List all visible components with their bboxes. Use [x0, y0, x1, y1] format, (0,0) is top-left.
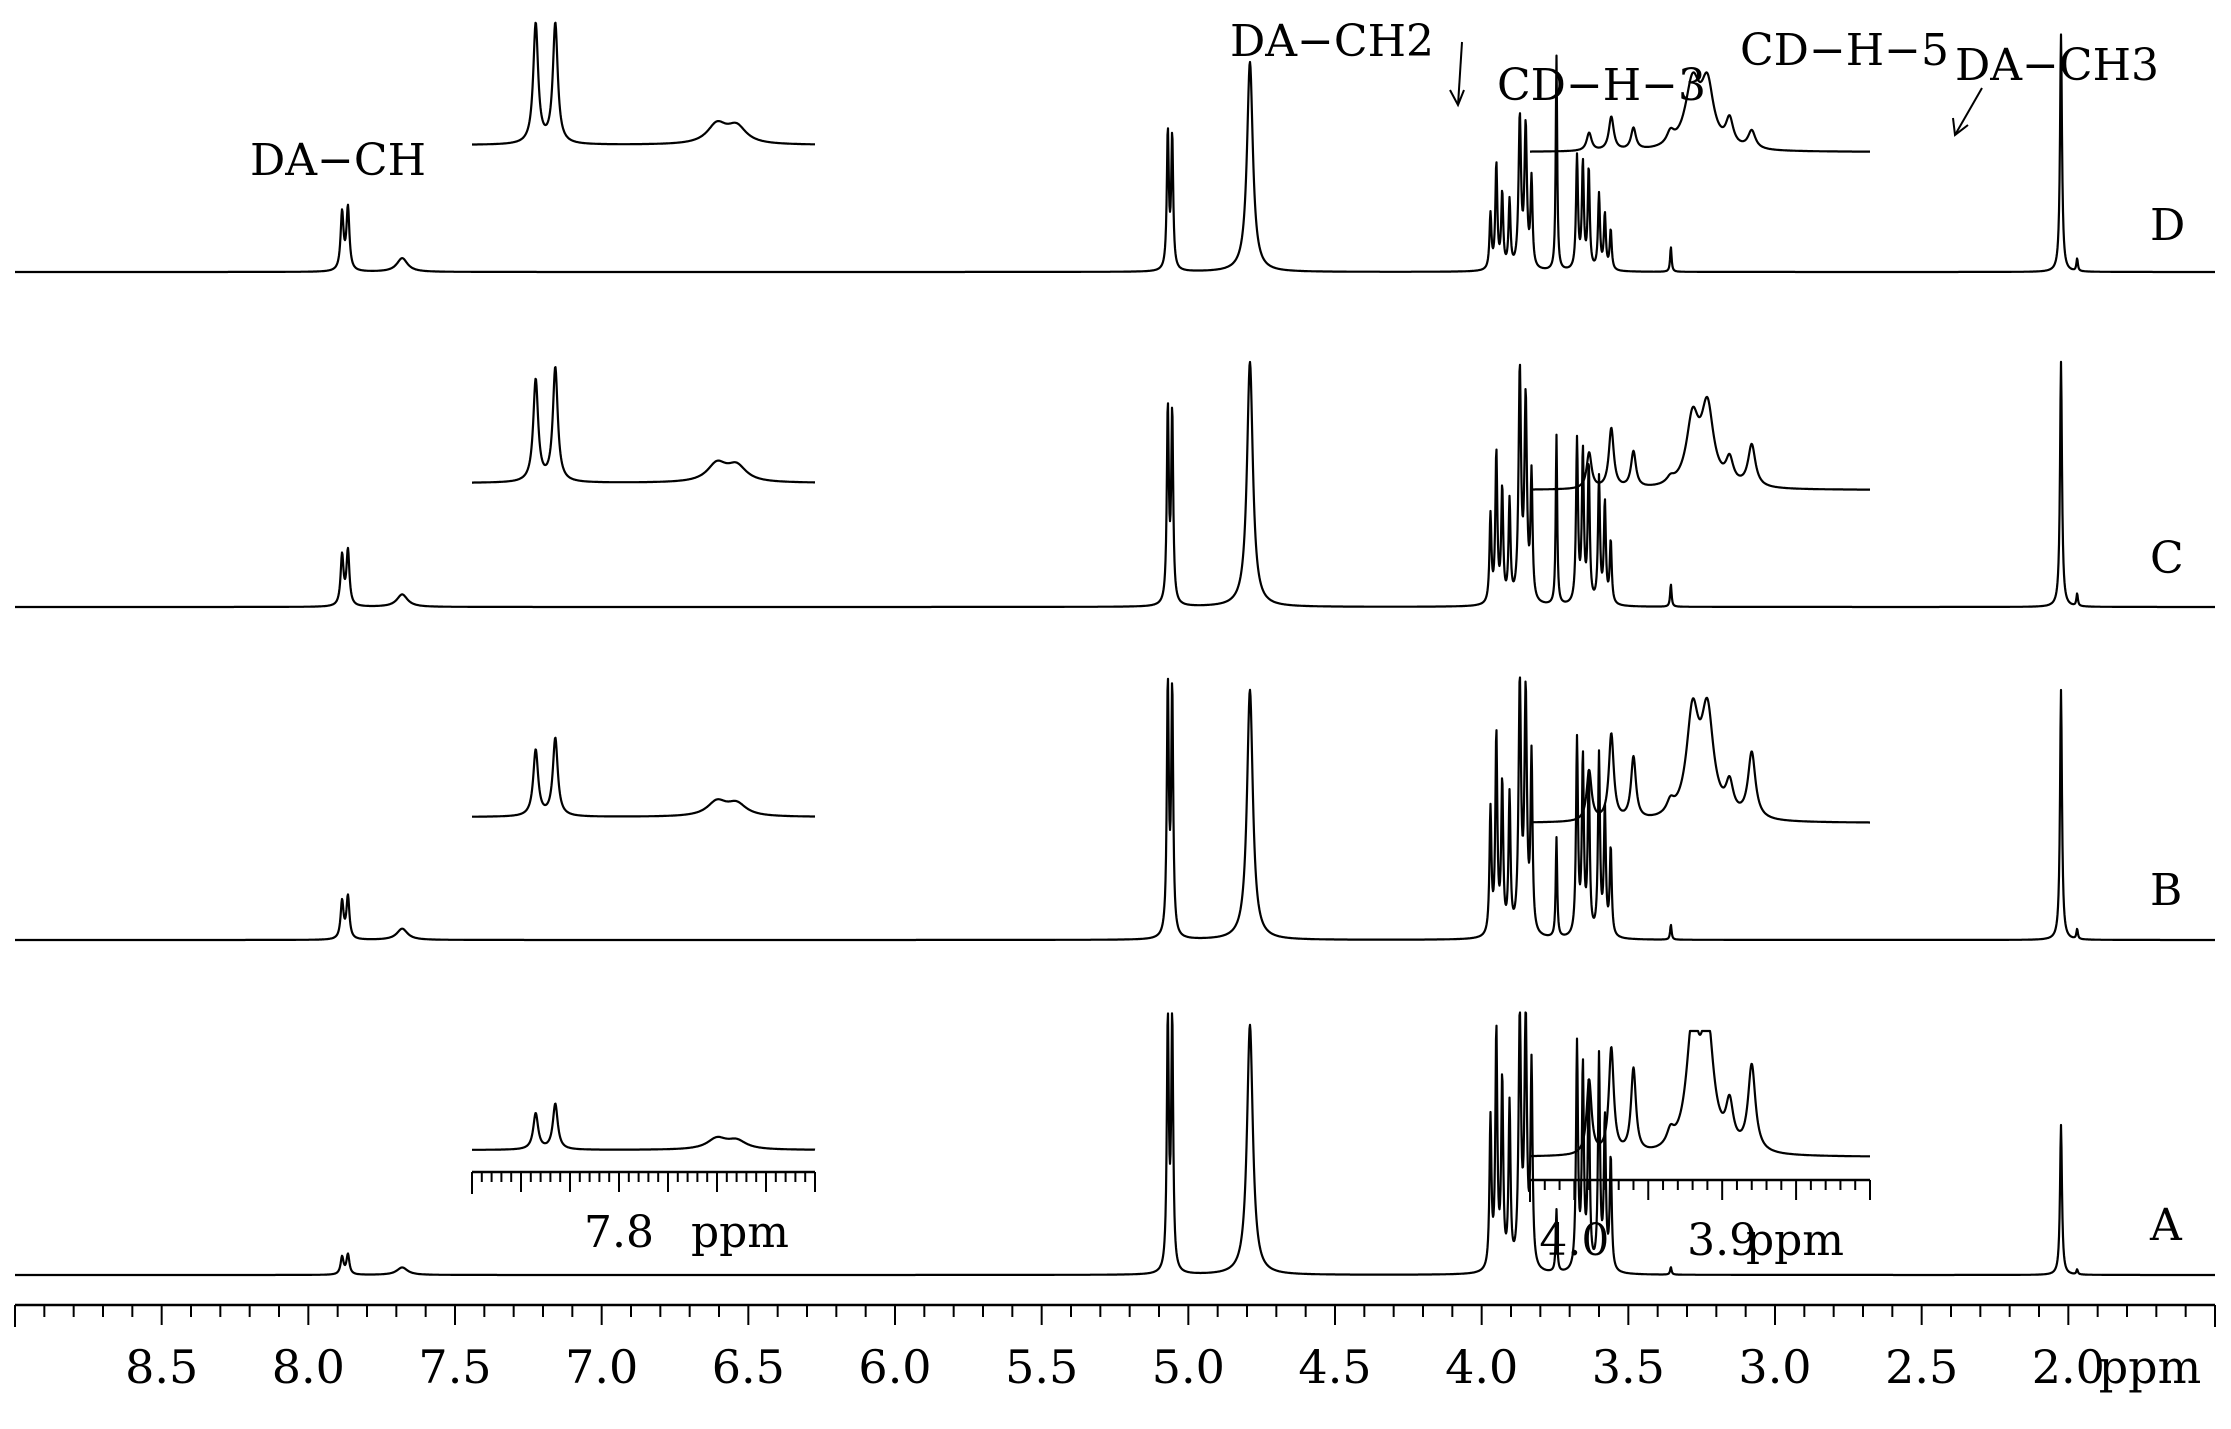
spectrum-trace-d	[14, 33, 2216, 274]
spectra-layer	[14, 33, 2216, 1277]
x-axis-tick-label: 4.5	[1298, 1340, 1371, 1394]
spectrum-label-a: A	[2149, 1200, 2183, 1251]
x-axis-tick-label: 8.5	[125, 1340, 198, 1394]
annotation-da-ch: DA−CH	[250, 135, 426, 186]
right-inset-tick-label: 4.0	[1539, 1215, 1609, 1266]
right-inset-tick-label: 3.9	[1687, 1215, 1757, 1266]
x-axis-tick-label: 4.0	[1445, 1340, 1518, 1394]
arrow-da-ch2-head	[1449, 89, 1465, 108]
x-axis-tick-label: 3.0	[1738, 1340, 1811, 1394]
left-inset-trace-c	[471, 366, 816, 484]
x-axis-tick-label: 6.5	[712, 1340, 785, 1394]
right-inset-trace-b	[1529, 696, 1871, 824]
arrow-da-ch3-head	[1952, 117, 1969, 137]
annotation-cd-h-5: CD−H−5	[1740, 25, 1949, 76]
right-inset-trace-c	[1529, 395, 1871, 491]
annotation-da-ch2: DA−CH2	[1230, 16, 1434, 67]
spectrum-label-d: D	[2150, 200, 2185, 251]
x-axis-tick-label: 5.0	[1152, 1340, 1225, 1394]
x-axis-tick-label: 2.0	[2032, 1340, 2105, 1394]
spectrum-trace-c	[14, 360, 2216, 609]
right-inset-unit-label: ppm	[1746, 1215, 1844, 1266]
x-axis-unit-label: ppm	[2099, 1340, 2202, 1394]
spectrum-labels: D C B A	[2149, 200, 2185, 1251]
x-axis: 8.5 8.0 7.5 7.0 6.5 6.0 5.5 5.0 4.5 4.0 3.5 3.0 2.5 2…	[14, 1303, 2216, 1394]
left-inset-tick-label: 7.8	[584, 1207, 654, 1258]
x-axis-tick-label: 6.0	[858, 1340, 931, 1394]
annotation-cd-h-3: CD−H−3	[1497, 60, 1706, 111]
spectrum-trace-b	[14, 676, 2216, 942]
left-inset-trace-d	[471, 21, 816, 146]
x-axis-tick-label: 8.0	[272, 1340, 345, 1394]
x-axis-tick-label: 3.5	[1592, 1340, 1665, 1394]
left-inset-trace-a	[471, 1102, 816, 1151]
arrow-da-ch3	[1954, 87, 1983, 136]
annotation-layer: DA−CH DA−CH2 CD−H−3 CD−H−5 DA−CH3	[250, 16, 2159, 186]
right-inset-trace-a	[1529, 1029, 1871, 1158]
arrow-da-ch2	[1457, 41, 1463, 106]
spectrum-label-c: C	[2150, 533, 2184, 584]
annotation-da-ch3: DA−CH3	[1955, 40, 2159, 91]
left-inset-unit-label: ppm	[691, 1207, 789, 1258]
x-axis-tick-label: 7.0	[565, 1340, 638, 1394]
left-inset-trace-b	[471, 736, 816, 818]
right-inset-trace-d	[1529, 71, 1871, 153]
x-axis-tick-label: 7.5	[418, 1340, 491, 1394]
spectrum-label-b: B	[2150, 865, 2182, 916]
x-axis-tick-label: 5.5	[1005, 1340, 1078, 1394]
spectrum-trace-a	[14, 1011, 2216, 1277]
x-axis-tick-label: 2.5	[1885, 1340, 1958, 1394]
